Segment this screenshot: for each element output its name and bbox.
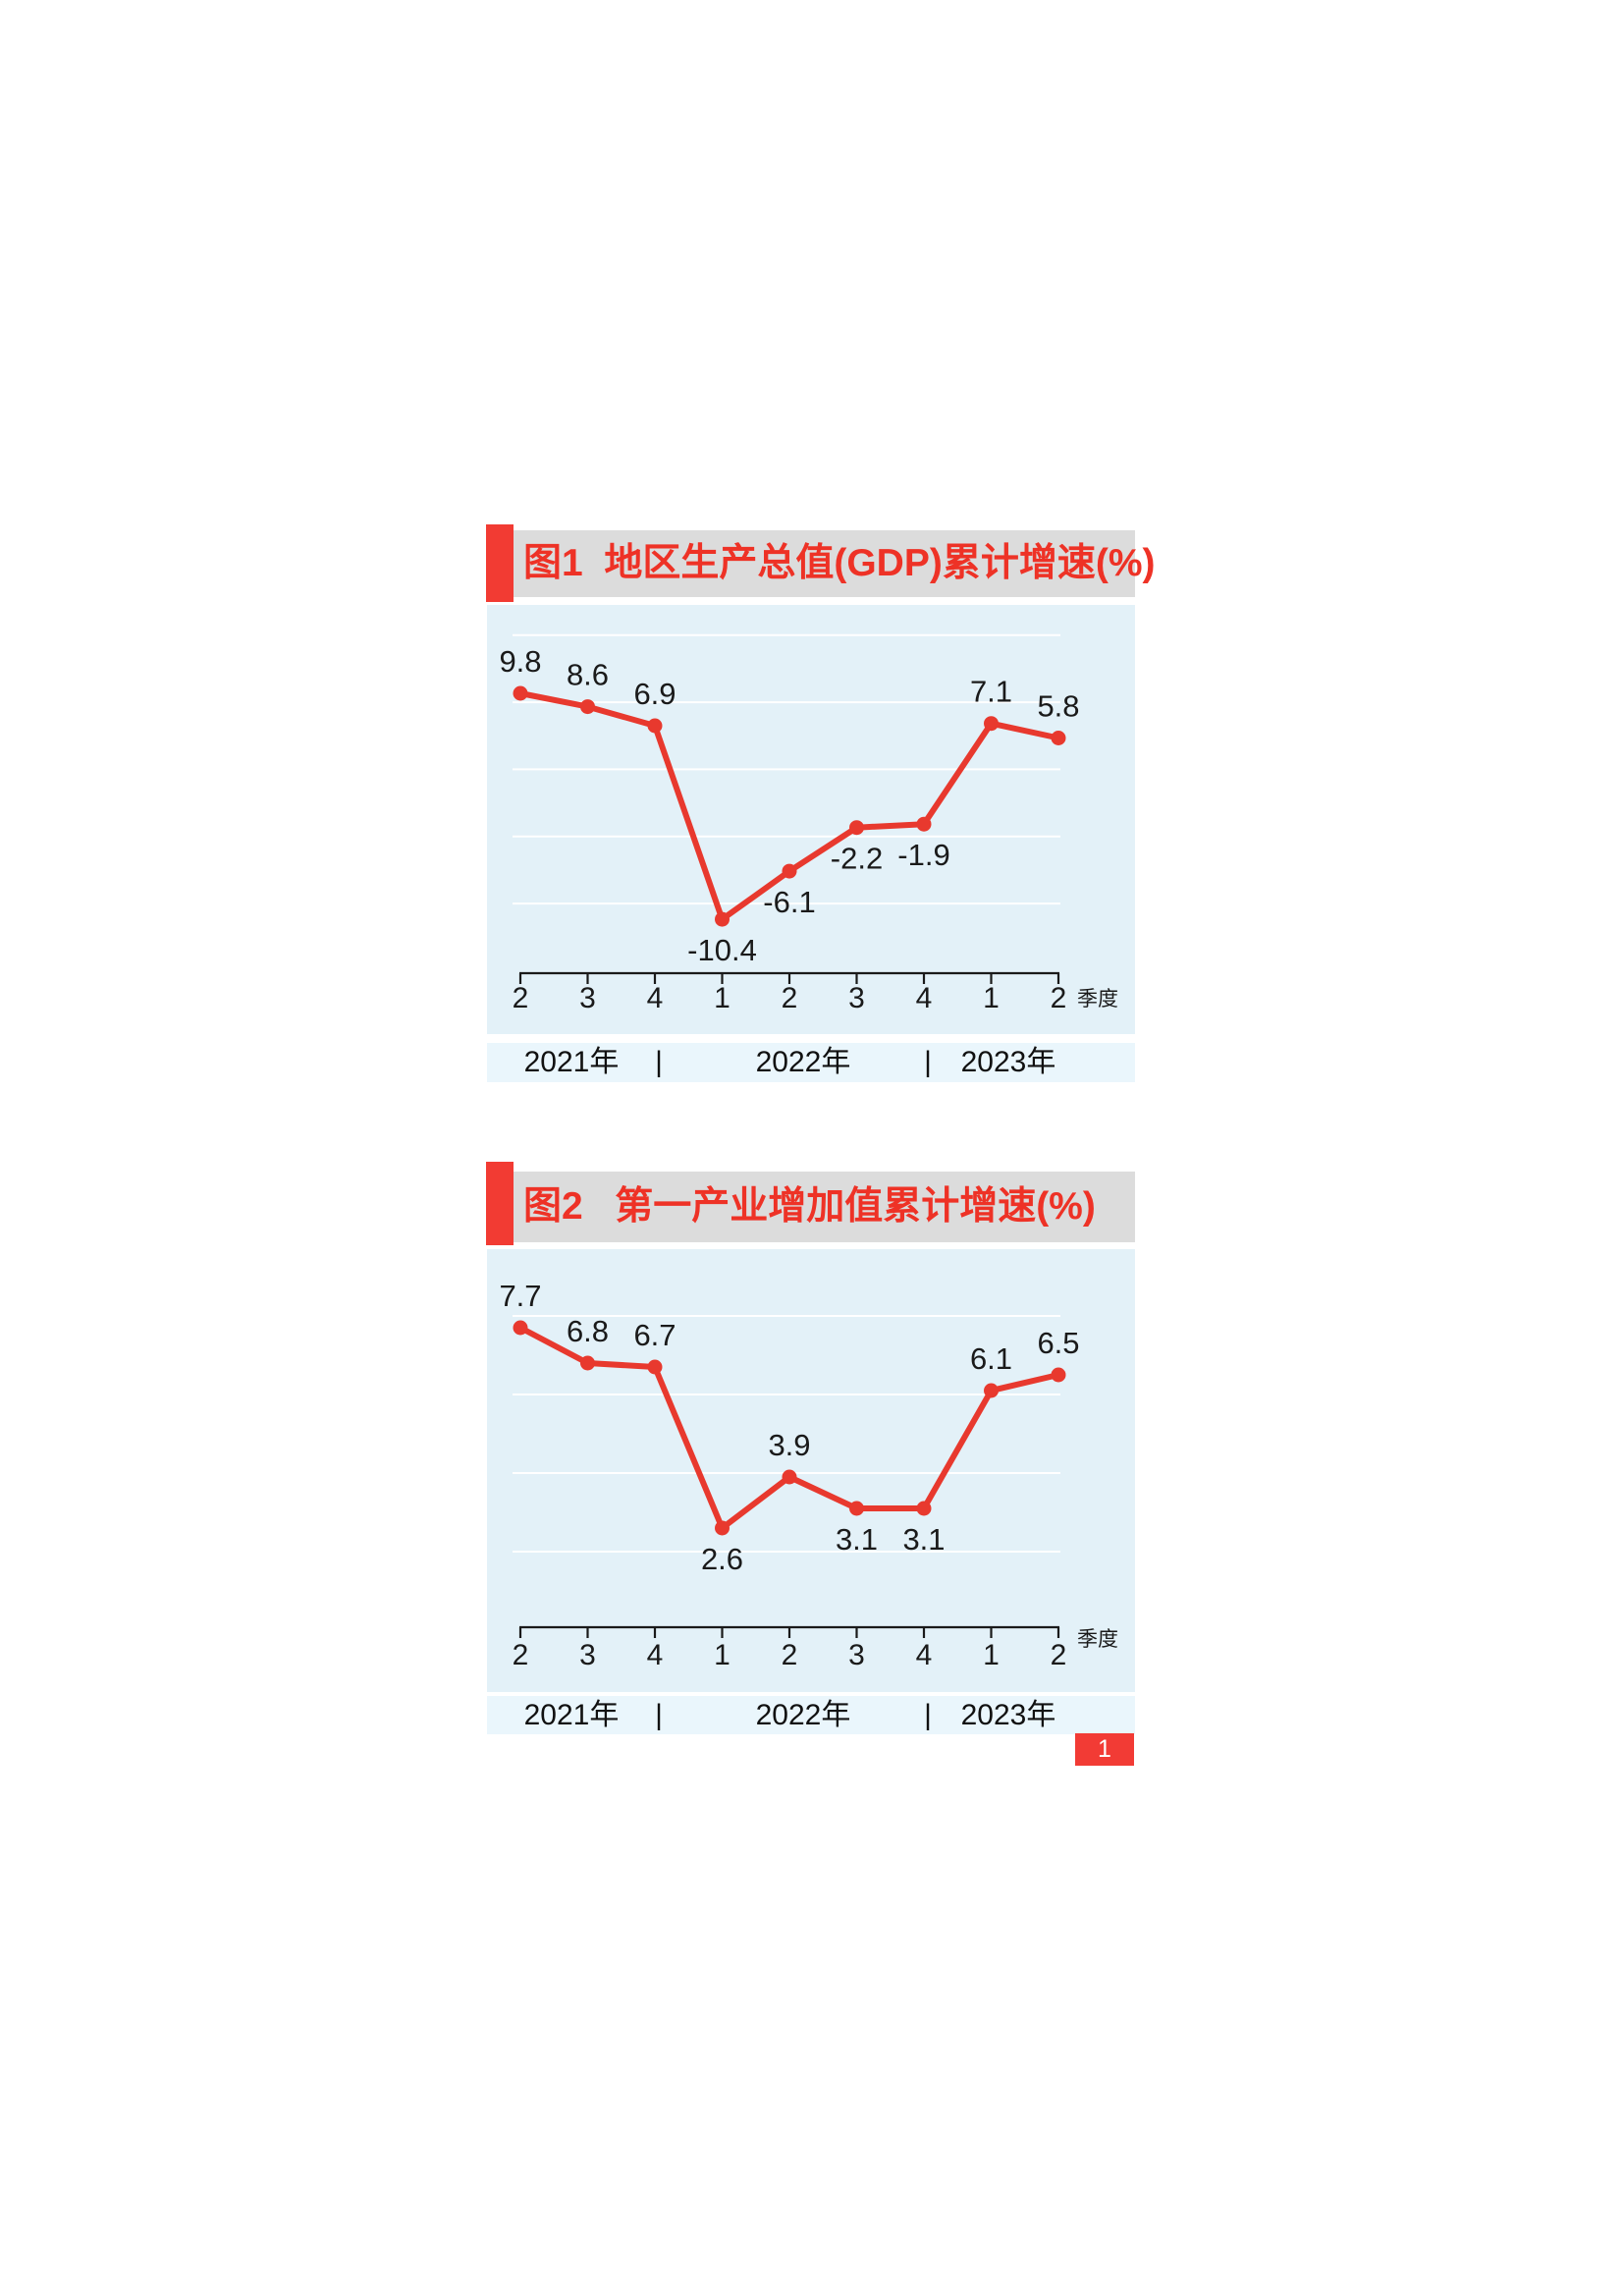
data-point-label: -10.4 bbox=[687, 933, 757, 967]
data-point-marker bbox=[580, 699, 595, 715]
data-point-marker bbox=[849, 1501, 864, 1516]
figure-2-year-separator-1: | bbox=[655, 1699, 663, 1731]
data-point-marker bbox=[782, 863, 797, 879]
figure-2-year-2021: 2021年 bbox=[523, 1699, 620, 1731]
figure-2-axis-unit-label: 季度 bbox=[1077, 1628, 1118, 1651]
figure-1-axis-unit-label: 季度 bbox=[1077, 988, 1118, 1011]
figure-2-year-band: 2021年 | 2022年 | 2023年 bbox=[487, 1696, 1135, 1734]
data-point-marker bbox=[916, 816, 932, 832]
page-number-badge: 1 bbox=[1075, 1733, 1134, 1766]
x-tick-label: 4 bbox=[647, 1639, 664, 1671]
figure-1-title: 图1 地区生产总值(GDP)累计增速(%) bbox=[523, 542, 1156, 584]
figure-2-title-bar bbox=[487, 1172, 1135, 1242]
figure-2-title: 图2 第一产业增加值累计增速(%) bbox=[523, 1185, 1096, 1228]
x-tick-label: 1 bbox=[714, 1639, 730, 1671]
x-tick-label: 2 bbox=[1051, 1639, 1067, 1671]
x-tick-label: 2 bbox=[513, 1639, 529, 1671]
x-tick-label: 2 bbox=[782, 982, 798, 1014]
figure-1-year-band: 2021年 | 2022年 | 2023年 bbox=[487, 1043, 1135, 1082]
x-tick-label: 3 bbox=[579, 982, 596, 1014]
x-tick-label: 3 bbox=[848, 982, 865, 1014]
data-point-marker bbox=[647, 718, 663, 734]
figure-1-accent-bar bbox=[486, 524, 514, 602]
data-point-marker bbox=[513, 685, 528, 701]
figure-2-year-2022: 2022年 bbox=[755, 1699, 851, 1731]
data-point-label: 9.8 bbox=[499, 644, 541, 679]
data-point-label: -2.2 bbox=[831, 842, 883, 876]
x-tick-label: 3 bbox=[579, 1639, 596, 1671]
data-point-marker bbox=[715, 1520, 730, 1536]
data-point-label: 6.8 bbox=[567, 1314, 609, 1348]
figure-1-year-separator-2: | bbox=[924, 1046, 932, 1078]
x-tick-label: 2 bbox=[513, 982, 529, 1014]
figure-1-year-2021: 2021年 bbox=[523, 1046, 620, 1078]
x-tick-label: 2 bbox=[782, 1639, 798, 1671]
x-tick-label: 1 bbox=[983, 982, 1000, 1014]
data-point-label: 6.1 bbox=[970, 1341, 1012, 1376]
figure-1-title-bar bbox=[487, 530, 1135, 597]
x-tick-label: 2 bbox=[1051, 982, 1067, 1014]
data-point-label: 2.6 bbox=[701, 1542, 743, 1576]
data-point-label: 6.7 bbox=[633, 1318, 676, 1352]
x-axis bbox=[518, 1625, 1060, 1638]
data-point-label: 3.1 bbox=[902, 1522, 945, 1557]
data-point-marker bbox=[984, 716, 999, 732]
figure-1-plot-area: 2 3 4 1 2 3 4 1 2 9.8 8.6 6.9 -10.4 -6.1 -2.2 -1.9 7.1 5.… bbox=[487, 605, 1135, 1034]
data-point-label: -1.9 bbox=[897, 838, 949, 872]
figure-2-year-2023: 2023年 bbox=[960, 1699, 1056, 1731]
x-tick-label: 1 bbox=[714, 982, 730, 1014]
data-point-label: 7.1 bbox=[970, 675, 1012, 709]
data-point-marker bbox=[513, 1320, 528, 1336]
data-point-marker bbox=[1051, 1367, 1066, 1383]
x-tick-label: 4 bbox=[916, 982, 933, 1014]
data-point-label: 8.6 bbox=[567, 658, 609, 692]
figure-2-year-separator-2: | bbox=[924, 1699, 932, 1731]
data-point-label: -6.1 bbox=[763, 885, 815, 919]
data-point-marker bbox=[1051, 731, 1066, 745]
data-point-marker bbox=[580, 1355, 595, 1371]
data-point-marker bbox=[782, 1469, 797, 1485]
figure-1-year-separator-1: | bbox=[655, 1046, 663, 1078]
x-tick-label: 4 bbox=[647, 982, 664, 1014]
x-tick-label: 4 bbox=[916, 1639, 933, 1671]
data-point-marker bbox=[916, 1501, 932, 1516]
x-tick-label: 1 bbox=[983, 1639, 1000, 1671]
data-point-label: 6.5 bbox=[1037, 1326, 1079, 1360]
data-point-marker bbox=[984, 1383, 999, 1398]
x-axis bbox=[518, 971, 1060, 984]
data-point-label: 3.1 bbox=[836, 1522, 878, 1557]
data-point-marker bbox=[715, 911, 730, 927]
data-point-marker bbox=[647, 1359, 663, 1375]
figure-1: 图1 地区生产总值(GDP)累计增速(%) 2 3 4 1 2 3 4 1 2 9.8 8.6 6.9… bbox=[486, 524, 1156, 1094]
figure-2: 图2 第一产业增加值累计增速(%) 2 3 4 1 2 3 4 1 2 7.7 6.8 6.7 2.6 3… bbox=[486, 1162, 1135, 1773]
data-point-label: 7.7 bbox=[499, 1279, 541, 1313]
data-point-label: 3.9 bbox=[768, 1428, 810, 1462]
figure-1-year-2022: 2022年 bbox=[755, 1046, 851, 1078]
x-tick-label: 3 bbox=[848, 1639, 865, 1671]
figure-2-plot-area: 2 3 4 1 2 3 4 1 2 7.7 6.8 6.7 2.6 3.9 3.1 3.1 6.1 6.5 季度 bbox=[487, 1249, 1135, 1692]
data-point-label: 6.9 bbox=[633, 677, 676, 711]
data-point-label: 5.8 bbox=[1037, 689, 1079, 724]
figure-2-accent-bar bbox=[486, 1162, 514, 1245]
figure-2-line-chart: 2 3 4 1 2 3 4 1 2 7.7 6.8 6.7 2.6 3.9 3.1 3.1 6.1 6.5 bbox=[499, 1279, 1079, 1671]
data-point-marker bbox=[849, 820, 864, 836]
figure-1-year-2023: 2023年 bbox=[960, 1046, 1056, 1078]
figure-1-line-chart: 2 3 4 1 2 3 4 1 2 9.8 8.6 6.9 -10.4-6.1 -2.2 -1.9 7.1 5.… bbox=[499, 633, 1080, 1014]
